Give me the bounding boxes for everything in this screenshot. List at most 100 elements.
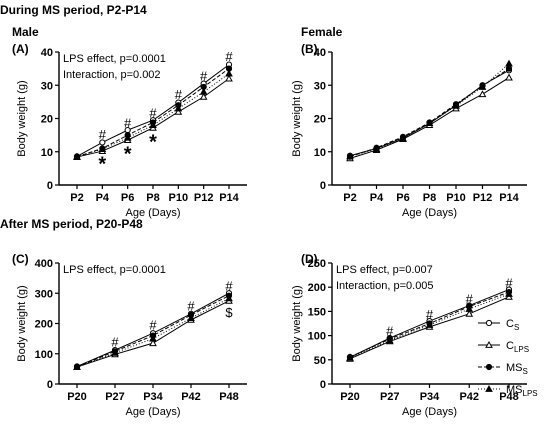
data-point — [478, 90, 487, 98]
significance-hash: # — [426, 307, 434, 322]
data-point — [149, 334, 157, 342]
x-tick-label: P10 — [446, 192, 466, 204]
x-tick-label: P8 — [423, 192, 436, 204]
data-point — [465, 309, 474, 317]
data-point — [149, 339, 157, 347]
x-axis-label: Age (Days) — [125, 406, 180, 418]
legend-label: MSS — [506, 362, 528, 376]
significance-hash: # — [99, 127, 107, 142]
panel-title: Male — [12, 25, 39, 39]
data-point — [225, 294, 233, 302]
data-point — [425, 119, 434, 127]
series-3 — [73, 69, 233, 160]
y-axis-label: Body weight (g) — [291, 80, 303, 156]
x-tick-label: P42 — [459, 391, 479, 403]
y-tick-label: 20 — [314, 114, 326, 126]
significance-hash: # — [386, 324, 394, 339]
x-tick-label: P8 — [146, 192, 159, 204]
x-tick-label: P12 — [473, 192, 493, 204]
y-tick-label: 30 — [314, 80, 326, 92]
series-line — [349, 63, 510, 157]
legend-label: CLPS — [506, 340, 529, 354]
significance-hash: # — [225, 278, 233, 293]
legend-item: MSLPS — [478, 384, 538, 398]
x-axis-label: Age (Days) — [402, 207, 457, 219]
significance-hash: # — [149, 106, 157, 121]
data-point — [99, 139, 106, 146]
x-tick-label: P34 — [143, 391, 163, 403]
series-line — [349, 68, 510, 158]
x-tick-label: P6 — [121, 192, 134, 204]
y-tick-label: 0 — [47, 180, 53, 192]
data-point — [425, 320, 434, 328]
x-tick-label: P48 — [499, 391, 519, 403]
chart-panel-0: 0 10 20 30 40 P2 P4 P6 P8 P10 P12 P14 Age (Days) Body… — [12, 25, 247, 219]
data-point — [452, 101, 460, 109]
significance-star: * — [124, 143, 132, 165]
data-point — [505, 59, 513, 67]
legend-marker — [485, 363, 493, 371]
x-tick-label: P10 — [169, 192, 189, 204]
y-tick-label: 0 — [47, 379, 53, 391]
significance-hash: # — [466, 291, 474, 306]
data-point — [149, 121, 157, 129]
significance-hash: # — [505, 275, 513, 290]
data-point — [187, 314, 195, 321]
y-tick-label: 200 — [308, 282, 326, 294]
series-3 — [346, 59, 513, 160]
data-point — [225, 69, 233, 77]
x-tick-label: P27 — [105, 391, 125, 403]
x-tick-label: P4 — [370, 192, 384, 204]
data-point — [73, 363, 81, 370]
x-tick-label: P2 — [70, 192, 83, 204]
x-tick-label: P12 — [194, 192, 214, 204]
chart-panel-3: 0 50 100 150 200 250 P20 P27 P34 P42 P48 Age (Days)… — [291, 252, 527, 418]
data-point — [174, 104, 183, 112]
data-point — [478, 82, 487, 90]
panel-label: (C) — [12, 252, 29, 266]
x-tick-label: P27 — [380, 391, 400, 403]
significance-hash: # — [175, 87, 183, 102]
data-point — [174, 107, 183, 115]
legend-item: CLPS — [478, 340, 529, 354]
section-title-bottom: After MS period, P20-P48 — [0, 217, 143, 231]
panel-title: Female — [301, 25, 343, 39]
significance-hash: # — [149, 318, 157, 333]
chart-panel-1: 0 10 20 30 40 P2 P4 P6 P8 P10 P12 P14 Age (Days) Body… — [291, 25, 527, 219]
y-tick-label: 200 — [35, 319, 53, 331]
chart-panels: 0 10 20 30 40 P2 P4 P6 P8 P10 P12 P14 Age (Days) Body… — [12, 25, 527, 418]
legend-item: CS — [478, 318, 519, 332]
data-point — [505, 289, 513, 297]
data-point — [372, 145, 381, 152]
section-title-top: During MS period, P2-P14 — [0, 3, 147, 17]
data-point — [123, 133, 132, 141]
series-3 — [346, 289, 513, 361]
stat-annotation: LPS effect, p=0.0001 — [63, 53, 166, 65]
x-tick-label: P6 — [396, 192, 409, 204]
y-tick-label: 0 — [320, 379, 326, 391]
legend-marker — [485, 340, 493, 348]
stat-annotation: Interaction, p=0.002 — [63, 69, 161, 81]
legend-marker — [485, 319, 493, 327]
legend-label: MSLPS — [506, 384, 538, 398]
data-point — [225, 74, 233, 82]
significance-hash: # — [111, 335, 119, 350]
y-tick-label: 50 — [314, 355, 326, 367]
series-2 — [346, 65, 513, 160]
panel-label: (B) — [301, 42, 318, 56]
x-tick-label: P48 — [219, 391, 239, 403]
y-tick-label: 40 — [41, 47, 53, 59]
series-line — [76, 295, 230, 368]
series-3 — [73, 294, 233, 370]
data-point — [98, 145, 107, 152]
data-point — [465, 304, 474, 312]
y-tick-label: 0 — [320, 180, 326, 192]
y-axis-label: Body weight (g) — [16, 285, 28, 361]
series-1 — [346, 73, 513, 162]
data-point — [199, 92, 208, 100]
significance-hash: # — [124, 115, 132, 130]
y-tick-label: 40 — [314, 47, 326, 59]
data-point — [385, 336, 394, 344]
x-tick-label: P2 — [343, 192, 356, 204]
y-tick-label: 300 — [35, 288, 53, 300]
